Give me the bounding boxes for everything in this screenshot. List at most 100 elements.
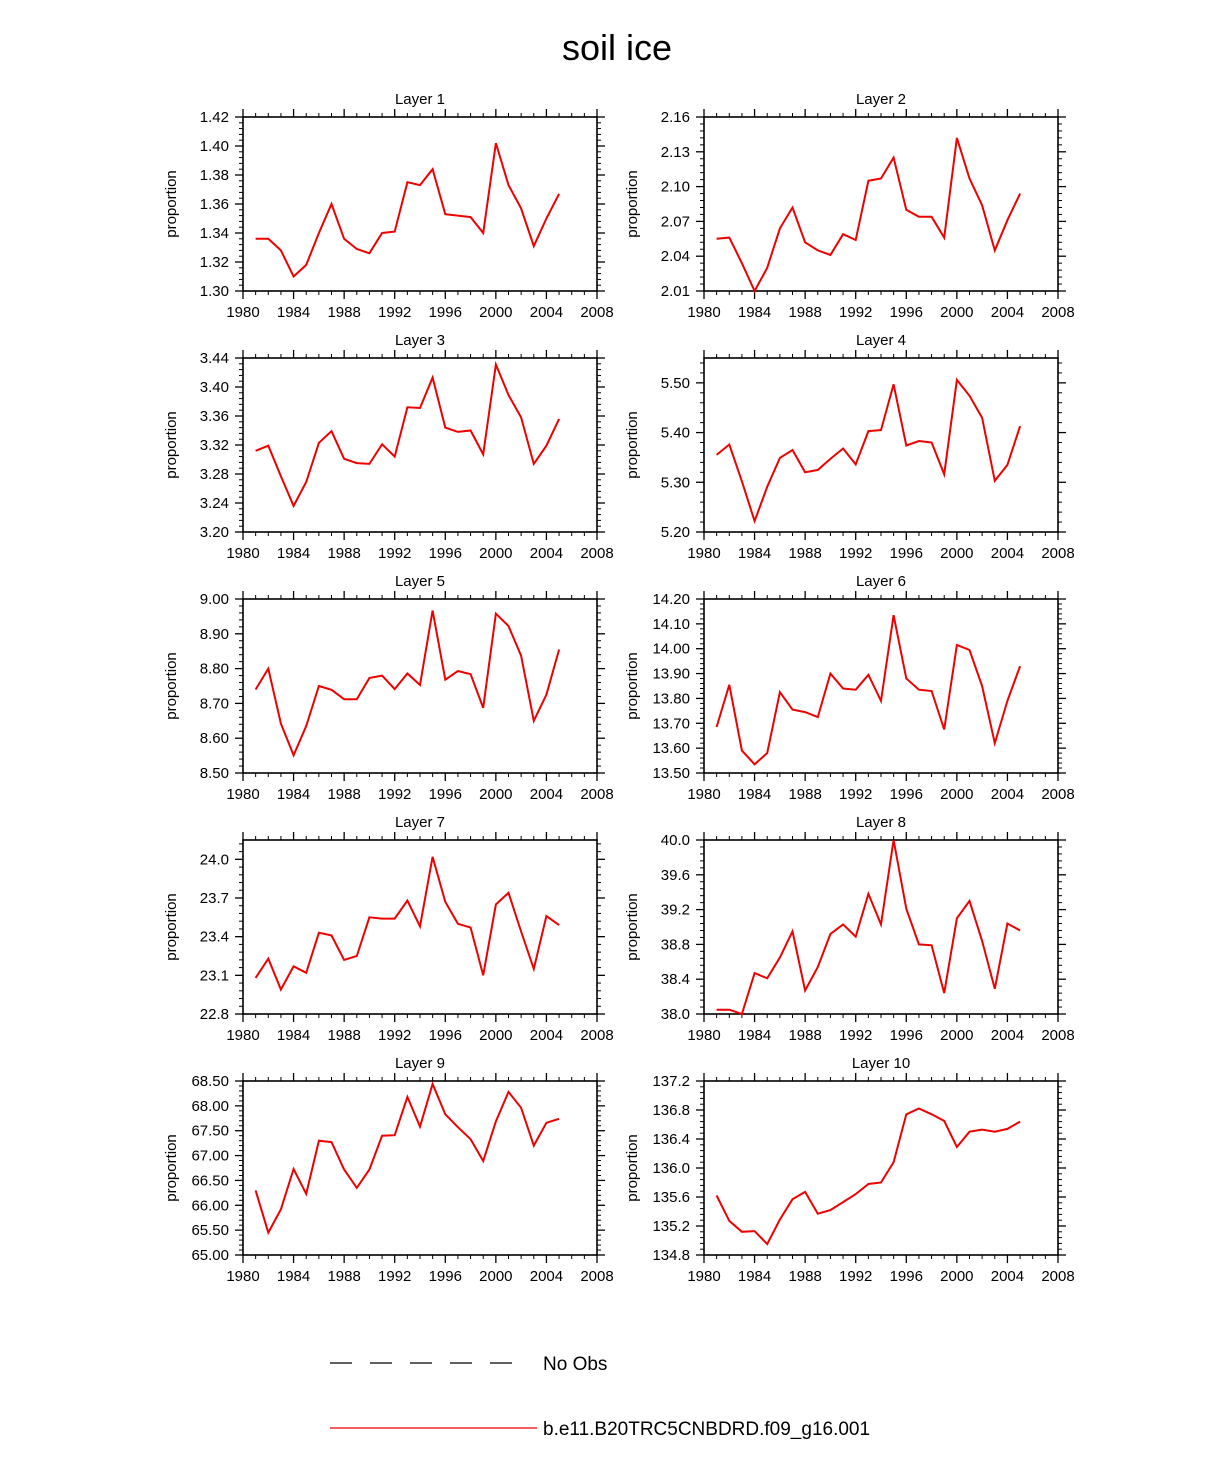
layer-5-ytick-label: 8.70 (200, 695, 229, 712)
layer-5-ytick-label: 8.90 (200, 626, 229, 643)
layer-10-xtick-label: 2008 (1041, 1268, 1074, 1285)
layer-8-ytick-label: 40.0 (661, 832, 690, 849)
layer-3-ytick-label: 3.36 (200, 408, 229, 425)
layer-2-ytick-label: 2.04 (661, 248, 690, 265)
layer-5-series-line (254, 610, 561, 758)
layer-8-panel: Layer 8 proportion 1980 1984 1988 1992 1996 200… (624, 814, 1075, 1044)
layer-1-plot-frame (242, 116, 598, 292)
layer-3-ylabel: proportion (163, 411, 180, 479)
layer-4-ytick-label: 5.50 (661, 375, 690, 392)
layer-10-ytick-label: 136.4 (652, 1131, 690, 1148)
layer-1-xtick-label: 1992 (378, 304, 411, 321)
layer-4-xtick-label: 1984 (738, 545, 771, 562)
layer-4-ytick-label: 5.30 (661, 474, 690, 491)
layer-7-xtick-label: 2008 (580, 1027, 613, 1044)
layer-4-series-line (715, 377, 1022, 525)
layer-3-xtick-label: 1980 (226, 545, 259, 562)
layer-10-xtick-label: 1988 (788, 1268, 821, 1285)
layer-1-ytick-label: 1.42 (200, 109, 229, 126)
layer-9-xtick-label: 2000 (479, 1268, 512, 1285)
layer-4-ytick-label: 5.20 (661, 524, 690, 541)
layer-6-ytick-label: 14.00 (652, 641, 690, 658)
layer-7-title: Layer 7 (395, 814, 445, 831)
layer-3-ytick-label: 3.20 (200, 524, 229, 541)
legend-model-label: b.e11.B20TRC5CNBDRD.f09_g16.001 (543, 1419, 870, 1440)
layer-2-xtick-label: 2000 (940, 304, 973, 321)
layer-2-xtick-label: 1988 (788, 304, 821, 321)
layer-9-xtick-label: 1980 (226, 1268, 259, 1285)
layer-3-xtick-label: 1992 (378, 545, 411, 562)
layer-6-ytick-label: 13.80 (652, 690, 690, 707)
layer-5-xtick-label: 1980 (226, 786, 259, 803)
layer-8-xtick-label: 2004 (991, 1027, 1024, 1044)
layer-7-series-line (254, 856, 560, 992)
layer-9-xtick-label: 2004 (530, 1268, 563, 1285)
layer-9-xtick-label: 1996 (429, 1268, 462, 1285)
layer-2-ytick-label: 2.07 (661, 213, 690, 230)
layer-6-ytick-label: 14.20 (652, 591, 690, 608)
layer-8-xtick-label: 1980 (687, 1027, 720, 1044)
layer-10-ytick-label: 135.2 (652, 1218, 690, 1235)
layer-9-ytick-label: 68.00 (191, 1098, 229, 1115)
layer-4-xtick-label: 2004 (991, 545, 1024, 562)
layer-2-ytick-label: 2.10 (661, 179, 690, 196)
layer-1-xtick-label: 1996 (429, 304, 462, 321)
layer-3-xtick-label: 1988 (327, 545, 360, 562)
layer-2-title: Layer 2 (856, 91, 906, 108)
layer-8-ytick-label: 38.0 (661, 1006, 690, 1023)
panels-group: Layer 1 proportion 1980 1984 1988 1992 1996 200… (163, 91, 1075, 1285)
layer-7-xtick-label: 1992 (378, 1027, 411, 1044)
layer-10-xtick-label: 1980 (687, 1268, 720, 1285)
layer-6-xtick-label: 1984 (738, 786, 771, 803)
layer-6-xtick-label: 1996 (890, 786, 923, 803)
layer-4-plot-frame (703, 357, 1059, 533)
layer-7-xtick-label: 2004 (530, 1027, 563, 1044)
layer-1-title: Layer 1 (395, 91, 445, 108)
layer-9-ytick-label: 67.50 (191, 1123, 229, 1140)
layer-2-xtick-label: 2008 (1041, 304, 1074, 321)
layer-4-xtick-label: 1980 (687, 545, 720, 562)
layer-9-title: Layer 9 (395, 1055, 445, 1072)
layer-8-ytick-label: 39.2 (661, 902, 690, 919)
layer-7-ytick-label: 23.1 (200, 967, 229, 984)
layer-10-ytick-label: 135.6 (652, 1189, 690, 1206)
layer-4-xtick-label: 1996 (890, 545, 923, 562)
layer-6-series-line (715, 615, 1022, 766)
layer-1-series-line (255, 142, 560, 279)
layer-4-xtick-label: 1988 (788, 545, 821, 562)
layer-10-xtick-label: 2000 (940, 1268, 973, 1285)
layer-1-xtick-label: 2008 (580, 304, 613, 321)
layer-3-xtick-label: 1996 (429, 545, 462, 562)
layer-6-xtick-label: 2004 (991, 786, 1024, 803)
layer-1-ytick-label: 1.30 (200, 283, 229, 300)
layer-5-xtick-label: 2000 (479, 786, 512, 803)
layer-9-ytick-label: 65.50 (191, 1222, 229, 1239)
layer-2-xtick-label: 1992 (839, 304, 872, 321)
layer-1-ytick-label: 1.40 (200, 138, 229, 155)
layer-5-xtick-label: 2004 (530, 786, 563, 803)
layer-10-xtick-label: 1992 (839, 1268, 872, 1285)
figure-title: soil ice (562, 27, 672, 68)
layer-5-panel: Layer 5 proportion 1980 1984 1988 1992 1996 200… (163, 573, 614, 803)
layer-6-ylabel: proportion (624, 652, 641, 720)
layer-2-ytick-label: 2.01 (661, 283, 690, 300)
layer-7-ytick-label: 22.8 (200, 1006, 229, 1023)
layer-7-ytick-label: 23.7 (200, 890, 229, 907)
layer-2-panel: Layer 2 proportion 1980 1984 1988 1992 1996 200… (624, 91, 1075, 321)
layer-1-panel: Layer 1 proportion 1980 1984 1988 1992 1996 200… (163, 91, 614, 321)
layer-2-xtick-label: 1980 (687, 304, 720, 321)
layer-5-title: Layer 5 (395, 573, 445, 590)
layer-1-xtick-label: 1980 (226, 304, 259, 321)
layer-4-xtick-label: 1992 (839, 545, 872, 562)
layer-1-ytick-label: 1.36 (200, 196, 229, 213)
layer-1-xtick-label: 2000 (479, 304, 512, 321)
layer-3-ytick-label: 3.32 (200, 437, 229, 454)
layer-3-xtick-label: 2008 (580, 545, 613, 562)
layer-6-ytick-label: 13.50 (652, 765, 690, 782)
layer-3-xtick-label: 2004 (530, 545, 563, 562)
layer-2-series-line (716, 137, 1022, 294)
layer-4-xtick-label: 2000 (940, 545, 973, 562)
layer-10-plot-frame (703, 1080, 1059, 1256)
layer-3-series-line (255, 360, 561, 509)
layer-5-xtick-label: 1988 (327, 786, 360, 803)
